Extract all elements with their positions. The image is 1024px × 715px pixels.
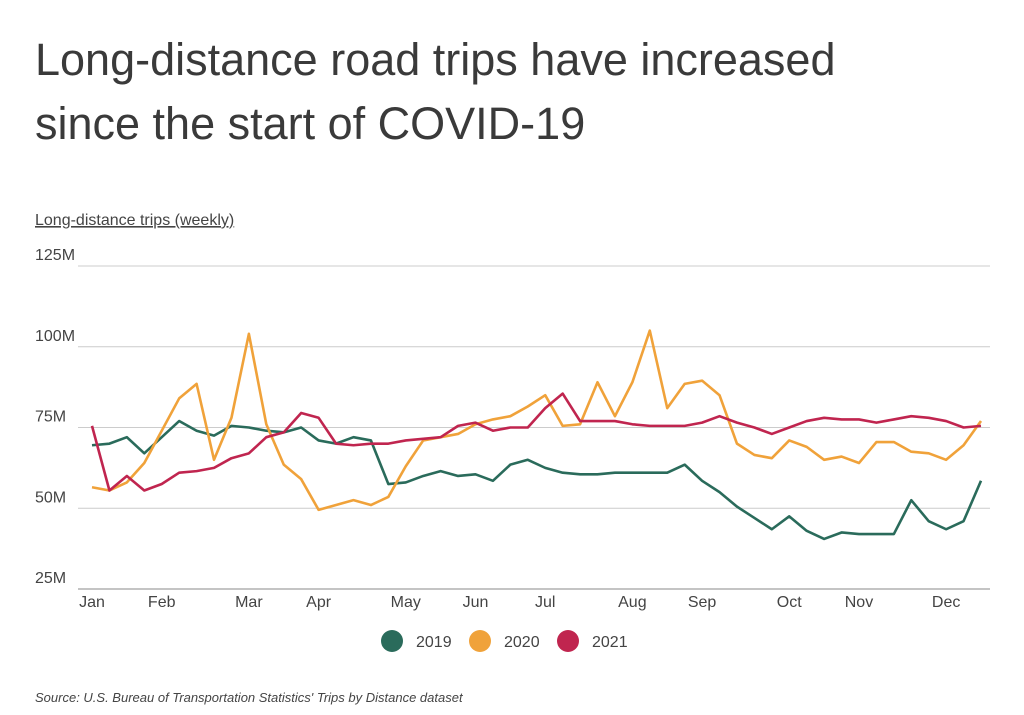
y-tick-label: 25M: [35, 570, 66, 587]
chart-title: Long-distance road trips have increased …: [35, 34, 836, 149]
x-tick-label: Sep: [688, 594, 717, 611]
y-tick-label: 125M: [35, 247, 75, 264]
x-tick-label: Jan: [79, 594, 105, 611]
x-tick-label: Mar: [235, 594, 263, 611]
y-tick-label: 50M: [35, 489, 66, 506]
x-tick-label: Oct: [777, 594, 802, 611]
legend-label: 2021: [592, 634, 628, 651]
legend-marker: [557, 630, 579, 652]
legend-marker: [469, 630, 491, 652]
y-tick-label: 75M: [35, 409, 66, 426]
x-tick-label: Jul: [535, 594, 555, 611]
x-tick-label: Dec: [932, 594, 960, 611]
x-tick-label: May: [391, 594, 421, 611]
x-tick-label: Nov: [845, 594, 873, 611]
source-note: Source: U.S. Bureau of Transportation St…: [35, 690, 464, 705]
legend-marker: [381, 630, 403, 652]
y-tick-label: 100M: [35, 328, 75, 345]
x-tick-label: Apr: [306, 594, 332, 611]
legend-label: 2019: [416, 634, 452, 651]
x-tick-label: Jun: [463, 594, 489, 611]
x-tick-label: Feb: [148, 594, 176, 611]
line-series: [91, 419, 983, 541]
line-series: [90, 392, 982, 492]
x-tick-label: Aug: [618, 594, 646, 611]
legend-label: 2020: [504, 634, 540, 651]
y-axis-label: Long-distance trips (weekly): [35, 212, 234, 229]
line-series: [91, 329, 983, 512]
